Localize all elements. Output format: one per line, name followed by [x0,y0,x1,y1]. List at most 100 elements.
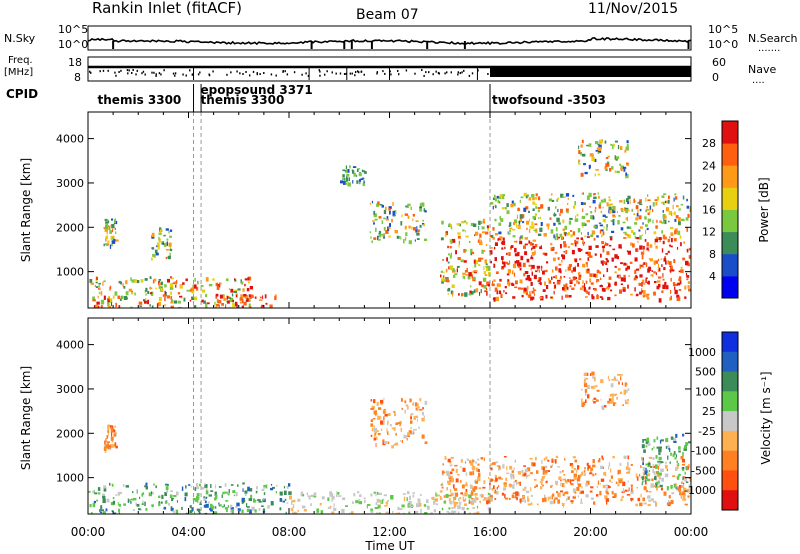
echo-cell [572,205,576,209]
echo-cell [511,470,515,473]
echo-cell [547,496,550,501]
echo-cell [111,432,113,437]
echo-cell [573,476,577,480]
echo-cell [647,218,652,222]
echo-cell [263,498,265,501]
echo-cell [227,493,230,496]
echo-cell [410,416,412,420]
echo-cell [423,415,426,418]
echo-cell [577,495,579,498]
echo-cell [515,491,519,496]
nave-mark [390,73,392,76]
echo-cell [647,504,651,507]
echo-cell [570,230,573,232]
echo-cell [558,476,562,480]
echo-cell [475,495,477,500]
echo-cell [417,407,419,411]
echo-cell [169,235,172,238]
echo-cell [581,402,585,408]
echo-cell [570,500,574,503]
echo-cell [661,461,664,464]
echo-cell [654,199,658,202]
echo-cell [561,254,563,257]
echo-cell [405,232,408,237]
echo-cell [448,287,451,292]
echo-cell [170,276,172,279]
echo-cell [663,267,666,271]
echo-cell [584,283,585,288]
echo-cell [189,510,193,513]
echo-cell [520,287,524,290]
nave-mark [155,74,157,77]
echo-cell [447,458,451,463]
echo-cell [164,500,168,504]
echo-cell [647,212,650,215]
echo-cell [640,466,643,468]
echo-cell [446,487,448,491]
echo-cell [170,507,174,512]
echo-cell [663,193,667,195]
echo-cell [642,472,645,476]
echo-cell [499,278,502,282]
echo-cell [545,472,547,475]
echo-cell [541,482,543,486]
echo-cell [106,230,108,235]
echo-cell [463,248,466,253]
echo-cell [563,232,568,235]
echo-cell [506,252,508,256]
echo-cell [155,485,157,489]
echo-cell [639,235,642,240]
echo-cell [605,163,608,168]
echo-cell [407,435,411,438]
echo-cell [89,279,93,283]
echo-cell [514,479,517,483]
echo-cell [383,494,387,497]
echo-cell [413,429,415,433]
nave-mark [174,72,177,75]
echo-cell [680,269,684,273]
echo-cell [374,507,379,510]
echo-cell [608,199,612,202]
x-tick-label: 20:00 [573,525,608,539]
echo-cell [241,305,244,308]
echo-cell [676,297,679,301]
echo-cell [494,474,497,479]
echo-cell [457,511,460,514]
echo-cell [225,278,229,282]
echo-cell [572,267,576,272]
nave-mark [319,74,321,77]
echo-cell [646,297,650,300]
echo-cell [168,230,170,234]
echo-cell [171,498,174,501]
echo-cell [114,219,116,224]
echo-cell [641,282,643,287]
power-colorbar-label: Power [dB] [757,177,771,242]
echo-cell [665,461,667,465]
echo-cell [404,400,407,404]
echo-cell [204,483,206,486]
echo-cell [468,293,471,296]
echo-cell [452,292,454,297]
echo-cell [527,295,529,298]
echo-cell [336,491,338,495]
nave-mark [153,71,155,74]
echo-cell [656,280,661,283]
echo-cell [667,455,669,460]
echo-cell [568,295,572,298]
echo-cell [634,236,637,239]
nave-mark [256,72,258,75]
echo-cell [257,499,261,501]
echo-cell [589,278,591,283]
echo-cell [377,415,380,420]
echo-cell [102,498,106,502]
echo-cell [381,204,384,208]
echo-cell [495,296,499,302]
echo-cell [594,253,597,256]
echo-cell [511,494,515,499]
echo-cell [167,278,170,283]
echo-cell [590,234,594,237]
echo-cell [419,203,422,207]
echo-cell [336,492,340,495]
